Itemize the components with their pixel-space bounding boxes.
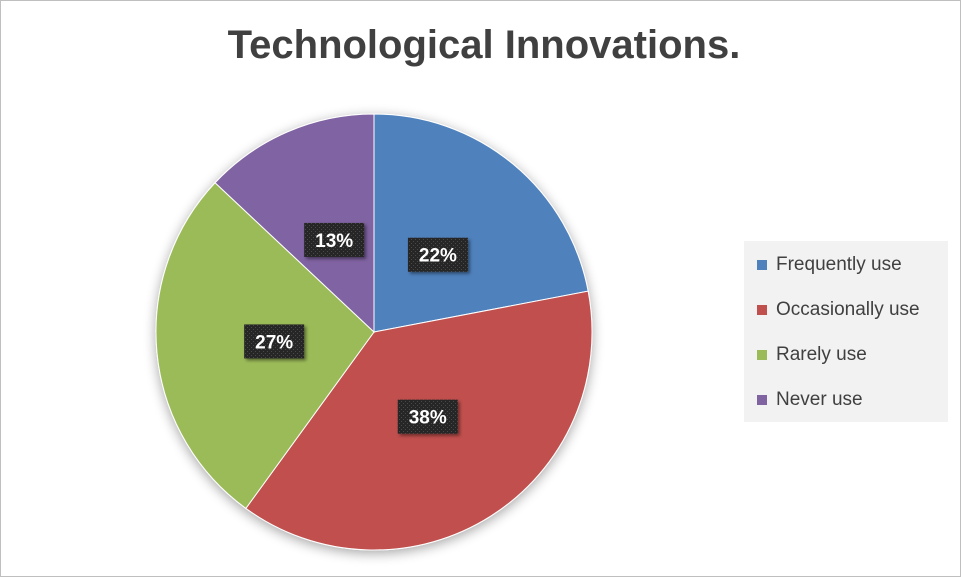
chart-title: Technological Innovations. (227, 23, 741, 67)
legend: Frequently use Occasionally use Rarely use… (744, 241, 948, 422)
legend-item-frequently-use: Frequently use (757, 253, 902, 277)
data-label-box (407, 237, 468, 272)
pie-slice-frequently-use (373, 113, 589, 333)
data-label-rarely-use: 27% (244, 324, 305, 359)
data-label-text: 27% (255, 332, 293, 353)
data-label-text: 22% (419, 246, 457, 267)
data-label-occasionally-use: 38% (397, 399, 458, 434)
legend-label: Never use (776, 389, 863, 410)
data-label-box (244, 324, 305, 359)
data-label-text: 38% (409, 408, 447, 429)
data-label-box (304, 222, 365, 257)
data-label-box (397, 399, 458, 434)
data-label-never-use: 13% (304, 222, 365, 257)
pie-slice-never-use (214, 113, 375, 334)
legend-label: Rarely use (776, 344, 867, 365)
legend-label: Frequently use (776, 254, 902, 275)
legend-swatch (757, 260, 767, 270)
pie-slices (155, 113, 593, 551)
data-label-frequently-use: 22% (407, 237, 468, 272)
legend-label: Occasionally use (776, 299, 920, 320)
legend-swatch (757, 395, 767, 405)
legend-item-rarely-use: Rarely use (757, 343, 867, 367)
legend-swatch (757, 305, 767, 315)
legend-item-occasionally-use: Occasionally use (757, 298, 920, 322)
data-label-text: 13% (315, 231, 353, 252)
legend-swatch (757, 350, 767, 360)
legend-item-never-use: Never use (757, 388, 863, 412)
pie-data-labels: 22% 38% 27% 13% (244, 222, 468, 434)
